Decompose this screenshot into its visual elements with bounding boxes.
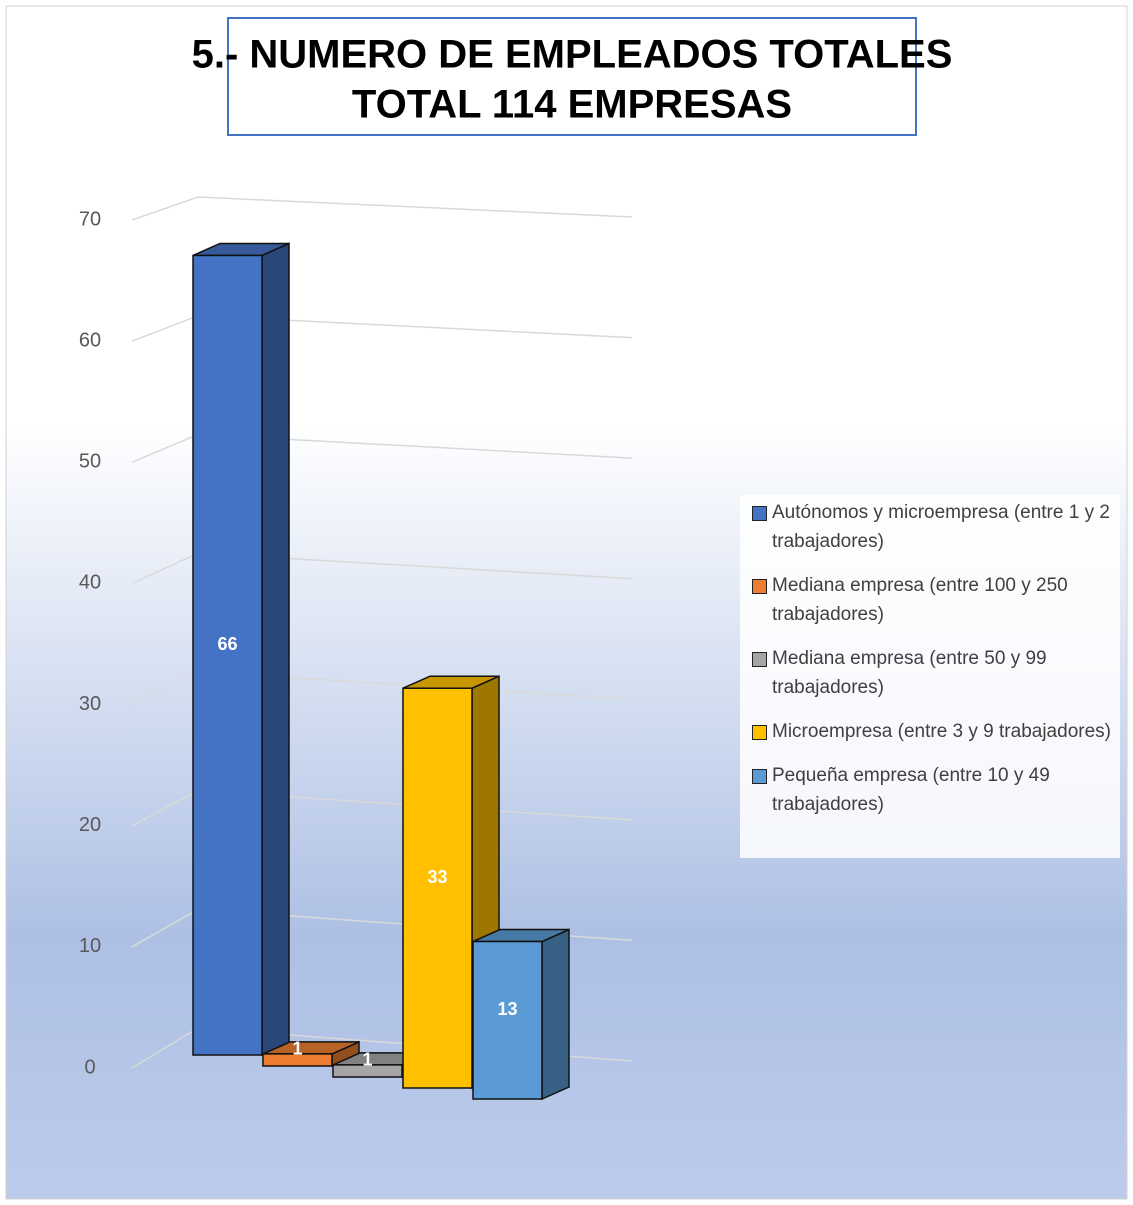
y-tick-label: 0 — [84, 1056, 95, 1078]
legend-item: Autónomos y microempresa (entre 1 y 2 tr… — [752, 498, 1114, 556]
data-label: 1 — [292, 1039, 302, 1059]
legend-label: Microempresa (entre 3 y 9 trabajadores) — [772, 721, 1111, 742]
y-tick-label: 60 — [79, 329, 101, 351]
legend: Autónomos y microempresa (entre 1 y 2 tr… — [740, 495, 1120, 858]
chart-subtitle: TOTAL 114 EMPRESAS — [352, 83, 792, 127]
bars: 66 1 1 33 13 — [192, 242, 570, 1101]
bar-side — [261, 242, 290, 1057]
bar-side — [541, 928, 570, 1101]
y-tick-label: 50 — [79, 451, 101, 473]
legend-swatch — [752, 769, 767, 784]
y-tick-label: 70 — [79, 208, 101, 230]
data-label: 33 — [427, 867, 447, 887]
bar-front — [332, 1064, 403, 1078]
legend-label: Mediana empresa (entre 50 y 99 trabajado… — [772, 648, 1047, 698]
grid-line — [131, 196, 633, 221]
bar — [192, 242, 290, 1057]
y-tick-label: 10 — [79, 935, 101, 957]
title-box — [227, 17, 917, 136]
legend-label: Autónomos y microempresa (entre 1 y 2 tr… — [772, 502, 1110, 552]
legend-swatch — [752, 652, 767, 667]
data-label: 13 — [497, 999, 517, 1019]
chart-title: 5.- NUMERO DE EMPLEADOS TOTALES — [192, 33, 953, 77]
y-tick-label: 20 — [79, 814, 101, 836]
legend-label: Mediana empresa (entre 100 y 250 trabaja… — [772, 575, 1068, 625]
legend-item: Pequeña empresa (entre 10 y 49 trabajado… — [752, 761, 1114, 819]
bar — [472, 928, 570, 1101]
legend-swatch — [752, 579, 767, 594]
bar — [262, 1040, 360, 1068]
bar-front — [262, 1053, 333, 1067]
legend-item: Mediana empresa (entre 50 y 99 trabajado… — [752, 644, 1114, 702]
data-label: 66 — [217, 634, 237, 654]
data-label: 1 — [362, 1050, 372, 1070]
legend-swatch — [752, 725, 767, 740]
bar-front — [402, 687, 473, 1089]
legend-item: Mediana empresa (entre 100 y 250 trabaja… — [752, 571, 1114, 629]
legend-label: Pequeña empresa (entre 10 y 49 trabajado… — [772, 765, 1050, 815]
bar-front — [472, 940, 543, 1100]
y-tick-label: 40 — [79, 572, 101, 594]
y-tick-label: 30 — [79, 693, 101, 715]
legend-item: Microempresa (entre 3 y 9 trabajadores) — [752, 717, 1114, 746]
bar-front — [192, 254, 263, 1056]
legend-swatch — [752, 506, 767, 521]
